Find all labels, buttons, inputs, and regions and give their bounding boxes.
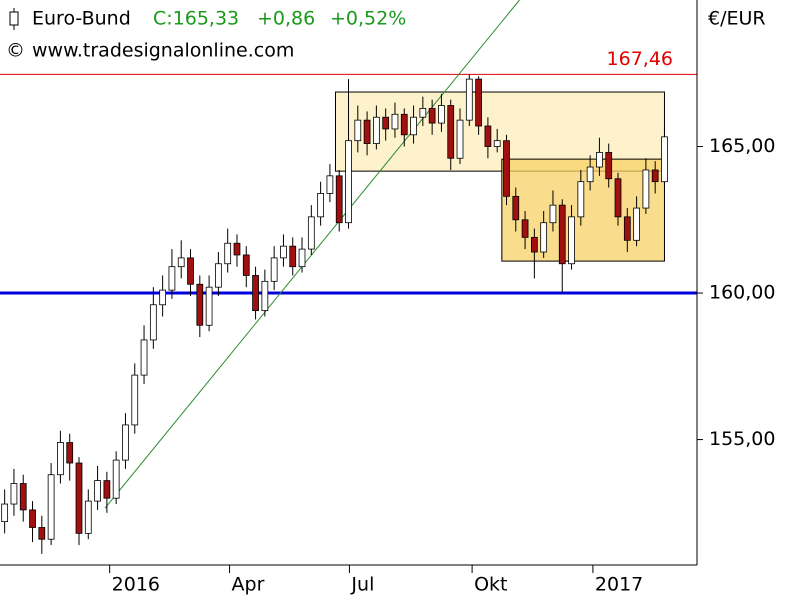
plot-area (0, 0, 697, 554)
candle-body (38, 527, 46, 540)
candle-body (103, 480, 111, 499)
candle-body (661, 136, 668, 183)
candle-body (112, 459, 120, 499)
candle-body (596, 151, 603, 168)
candle-body (261, 280, 269, 312)
x-tick-label: Jul (350, 574, 374, 596)
candle-body (215, 263, 222, 288)
candle-body (428, 108, 436, 124)
candle-body (568, 216, 575, 265)
candle-body (512, 195, 520, 221)
candle-body (326, 175, 334, 194)
candle-body (242, 254, 250, 276)
quote: C:165,33 (153, 8, 239, 30)
candle-body (410, 116, 417, 136)
candle-body (493, 140, 501, 147)
candle-body (94, 480, 101, 502)
candle-body (57, 442, 64, 476)
y-tick-label: 160,00 (709, 282, 775, 304)
candle-body (521, 219, 529, 238)
candle-body (540, 222, 548, 253)
candle-body (1, 503, 9, 523)
candle-body (363, 119, 371, 144)
candle-body (373, 116, 380, 144)
candle-body (651, 169, 659, 183)
candle-body (122, 424, 129, 461)
candle-body (131, 374, 139, 426)
candle-body (149, 304, 157, 341)
candle-body (168, 266, 176, 291)
candle-body (233, 242, 241, 256)
x-tick-label: Apr (232, 574, 265, 596)
candle-body (187, 257, 194, 285)
y-tick-label: 155,00 (709, 428, 775, 450)
candle-body (47, 474, 55, 540)
candle-body (307, 216, 315, 250)
header: Euro-Bund C:165,33 +0,86 +0,52% © www.tr… (0, 2, 406, 64)
candle-body (280, 245, 287, 259)
trendline (104, 0, 520, 509)
candle-body (391, 113, 399, 130)
candle-body (270, 257, 278, 282)
candle-body (159, 289, 167, 306)
unit: €/EUR (708, 8, 766, 30)
candle-body (419, 108, 427, 118)
header-bg (0, 2, 330, 64)
h-line-label: 167,46 (607, 48, 673, 70)
candle-body (623, 216, 631, 241)
candle-body (252, 275, 259, 312)
candle-body (400, 113, 408, 136)
x-tick-label: Okt (474, 574, 507, 596)
candle-body (549, 204, 557, 224)
candle-body (317, 193, 324, 218)
candle-body (456, 119, 464, 159)
candle-body (438, 105, 445, 124)
candle-body (19, 483, 27, 511)
candle-body (642, 169, 650, 209)
candle-body (447, 105, 455, 159)
candle-body (335, 175, 343, 224)
candle-body (177, 257, 185, 268)
candle-body (224, 242, 232, 265)
candle-body (633, 207, 640, 241)
candle-body (10, 483, 18, 505)
candle-body (586, 166, 594, 183)
candle-body (484, 125, 492, 147)
candle-body (66, 442, 74, 464)
candle-body (503, 140, 510, 197)
candle-body (289, 245, 297, 268)
candle-body (605, 151, 613, 180)
copyright: © (6, 40, 25, 62)
y-tick-label: 165,00 (709, 135, 775, 157)
change-pct: +0,52% (330, 8, 406, 30)
candle-body (354, 119, 362, 142)
candle-body (75, 462, 83, 534)
source: www.tradesignalonline.com (32, 40, 294, 62)
chart-title: Euro-Bund (32, 8, 131, 30)
candle-body (196, 283, 204, 326)
candle-body (140, 339, 148, 376)
candle-body (298, 248, 306, 268)
candle-body (475, 78, 482, 127)
icon (9, 11, 19, 26)
candle-body (465, 78, 473, 121)
candle-body (558, 204, 566, 265)
candle-body (205, 286, 213, 326)
candle-body (614, 178, 622, 218)
x-tick-label: 2017 (595, 574, 643, 596)
change: +0,86 (257, 8, 315, 30)
candle-body (530, 236, 538, 253)
candle-body (577, 181, 585, 218)
candle-body (382, 116, 390, 130)
candle-body (29, 509, 36, 528)
candle-body (345, 140, 352, 224)
x-tick-label: 2016 (112, 574, 160, 596)
candle-body (84, 500, 92, 534)
